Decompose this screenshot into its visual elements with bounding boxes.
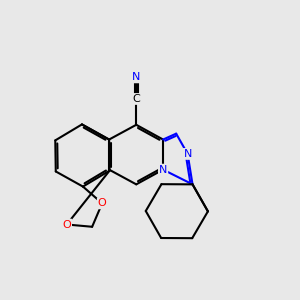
- Text: N: N: [159, 165, 167, 175]
- Text: N: N: [132, 72, 140, 82]
- Text: C: C: [132, 94, 140, 104]
- Text: N: N: [183, 149, 192, 159]
- Text: O: O: [98, 198, 106, 208]
- Text: O: O: [62, 220, 71, 230]
